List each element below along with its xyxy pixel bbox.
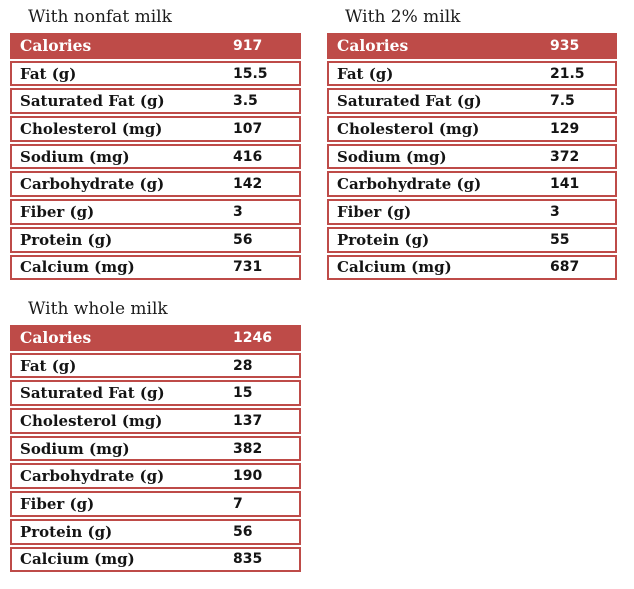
nutrient-label: Calcium (mg) — [20, 258, 135, 277]
table-header-row: Calories 917 — [10, 33, 301, 59]
nutrient-label: Saturated Fat (g) — [20, 384, 165, 403]
table-group-whole-milk: With whole milk Calories 1246 Fat (g) 28… — [10, 297, 301, 574]
table-row: Saturated Fat (g) 7.5 — [327, 88, 617, 115]
nutrient-value: 382 — [233, 440, 263, 457]
header-label: Calories — [337, 36, 409, 56]
nutrient-value: 56 — [233, 231, 253, 248]
table-row: Fat (g) 21.5 — [327, 60, 617, 87]
table-row: Calcium (mg) 687 — [327, 254, 617, 281]
table-group-nonfat-milk: With nonfat milk Calories 917 Fat (g) 15… — [10, 5, 301, 282]
nutrient-label: Fat (g) — [337, 64, 394, 83]
nutrient-value: 129 — [550, 120, 580, 137]
table-row: Cholesterol (mg) 107 — [10, 116, 301, 142]
table-row: Carbohydrate (g) 141 — [327, 171, 617, 198]
nutrient-value: 141 — [550, 176, 580, 193]
table-row: Fat (g) 28 — [10, 352, 301, 379]
nutrient-value: 372 — [550, 148, 580, 165]
table-header-row: Calories 935 — [327, 33, 617, 59]
nutrient-value: 687 — [550, 259, 580, 276]
table-row: Fiber (g) 3 — [10, 199, 301, 225]
nutrient-value: 142 — [233, 176, 263, 193]
table-group-2-percent-milk: With 2% milk Calories 935 Fat (g) 21.5 S… — [327, 5, 617, 282]
nutrient-value: 3.5 — [233, 93, 258, 110]
nutrient-label: Fiber (g) — [20, 202, 95, 221]
nutrition-table: Calories 935 Fat (g) 21.5 Saturated Fat … — [327, 33, 617, 281]
table-row: Sodium (mg) 382 — [10, 435, 301, 462]
nutrient-label: Fiber (g) — [337, 202, 412, 221]
nutrient-value: 15 — [233, 385, 253, 402]
nutrient-value: 137 — [233, 412, 263, 429]
nutrient-value: 28 — [233, 357, 253, 374]
nutrient-value: 190 — [233, 468, 263, 485]
table-row: Fat (g) 15.5 — [10, 60, 301, 87]
nutrient-value: 55 — [550, 231, 570, 248]
header-value: 935 — [550, 37, 580, 54]
table-row: Calcium (mg) 835 — [10, 546, 301, 573]
header-label: Calories — [20, 328, 92, 348]
nutrient-label: Cholesterol (mg) — [337, 119, 480, 138]
table-row: Carbohydrate (g) 142 — [10, 171, 301, 198]
table-row: Protein (g) 56 — [10, 518, 301, 545]
table-row: Sodium (mg) 416 — [10, 143, 301, 170]
nutrient-value: 56 — [233, 523, 253, 540]
nutrient-label: Fat (g) — [20, 64, 77, 83]
nutrient-label: Protein (g) — [20, 230, 113, 249]
nutrient-label: Carbohydrate (g) — [20, 467, 165, 486]
nutrient-value: 7.5 — [550, 93, 575, 110]
nutrient-label: Fiber (g) — [20, 494, 95, 513]
nutrient-label: Cholesterol (mg) — [20, 119, 163, 138]
nutrient-label: Calcium (mg) — [337, 258, 452, 277]
nutrient-label: Carbohydrate (g) — [20, 175, 165, 194]
nutrient-value: 416 — [233, 148, 263, 165]
table-row: Carbohydrate (g) 190 — [10, 463, 301, 490]
nutrient-label: Sodium (mg) — [337, 147, 447, 166]
nutrient-value: 107 — [233, 120, 263, 137]
nutrient-value: 21.5 — [550, 65, 585, 82]
table-header-row: Calories 1246 — [10, 325, 301, 351]
nutrient-label: Saturated Fat (g) — [337, 92, 482, 111]
nutrient-label: Fat (g) — [20, 356, 77, 375]
nutrient-value: 15.5 — [233, 65, 268, 82]
nutrient-value: 835 — [233, 551, 263, 568]
table-row: Protein (g) 56 — [10, 226, 301, 253]
table-row: Sodium (mg) 372 — [327, 143, 617, 170]
table-row: Calcium (mg) 731 — [10, 254, 301, 281]
nutrient-label: Carbohydrate (g) — [337, 175, 482, 194]
nutrient-value: 7 — [233, 495, 243, 512]
nutrient-value: 3 — [550, 203, 560, 220]
table-row: Protein (g) 55 — [327, 226, 617, 253]
table-title: With whole milk — [28, 299, 168, 319]
nutrient-label: Protein (g) — [337, 230, 430, 249]
table-row: Saturated Fat (g) 15 — [10, 380, 301, 407]
table-row: Saturated Fat (g) 3.5 — [10, 88, 301, 115]
nutrition-table: Calories 917 Fat (g) 15.5 Saturated Fat … — [10, 33, 301, 281]
nutrition-table: Calories 1246 Fat (g) 28 Saturated Fat (… — [10, 325, 301, 573]
table-row: Cholesterol (mg) 129 — [327, 116, 617, 142]
nutrient-label: Calcium (mg) — [20, 550, 135, 569]
nutrient-label: Sodium (mg) — [20, 147, 130, 166]
table-title: With 2% milk — [345, 7, 461, 27]
header-value: 917 — [233, 37, 263, 54]
table-row: Fiber (g) 3 — [327, 199, 617, 225]
nutrient-value: 731 — [233, 259, 263, 276]
table-title: With nonfat milk — [28, 7, 172, 27]
header-value: 1246 — [233, 329, 272, 346]
nutrient-label: Saturated Fat (g) — [20, 92, 165, 111]
table-row: Cholesterol (mg) 137 — [10, 408, 301, 434]
nutrient-label: Sodium (mg) — [20, 439, 130, 458]
header-label: Calories — [20, 36, 92, 56]
table-row: Fiber (g) 7 — [10, 491, 301, 517]
nutrient-value: 3 — [233, 203, 243, 220]
nutrient-label: Cholesterol (mg) — [20, 411, 163, 430]
nutrient-label: Protein (g) — [20, 522, 113, 541]
